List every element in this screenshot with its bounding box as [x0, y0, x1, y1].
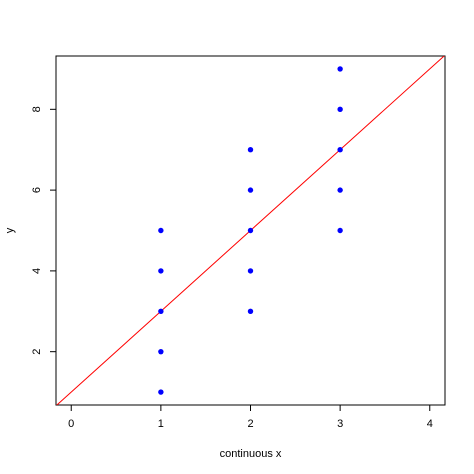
x-tick-label: 3: [337, 418, 343, 430]
y-tick-label: 8: [31, 106, 43, 112]
data-point: [247, 268, 254, 274]
x-tick-label: 0: [68, 418, 74, 430]
data-point: [247, 147, 254, 153]
data-point: [337, 147, 343, 153]
y-tick-label: 4: [31, 268, 43, 274]
data-point: [337, 106, 343, 113]
data-point: [158, 389, 164, 395]
x-tick-label: 2: [247, 418, 253, 430]
x-tick-label: 4: [427, 418, 433, 430]
data-point: [337, 227, 343, 234]
y-tick-label: 6: [31, 187, 43, 193]
data-point: [158, 268, 164, 274]
y-axis-label: y: [4, 227, 16, 233]
data-point: [158, 227, 164, 234]
x-axis-label: continuous x: [220, 448, 282, 460]
y-tick-label: 2: [31, 349, 43, 355]
x-tick-label: 1: [158, 418, 164, 430]
data-point: [247, 308, 254, 314]
data-point: [247, 187, 254, 193]
data-point: [247, 227, 254, 234]
data-point: [337, 66, 343, 72]
data-point: [158, 308, 164, 314]
data-point: [337, 187, 343, 193]
data-point: [158, 348, 164, 355]
